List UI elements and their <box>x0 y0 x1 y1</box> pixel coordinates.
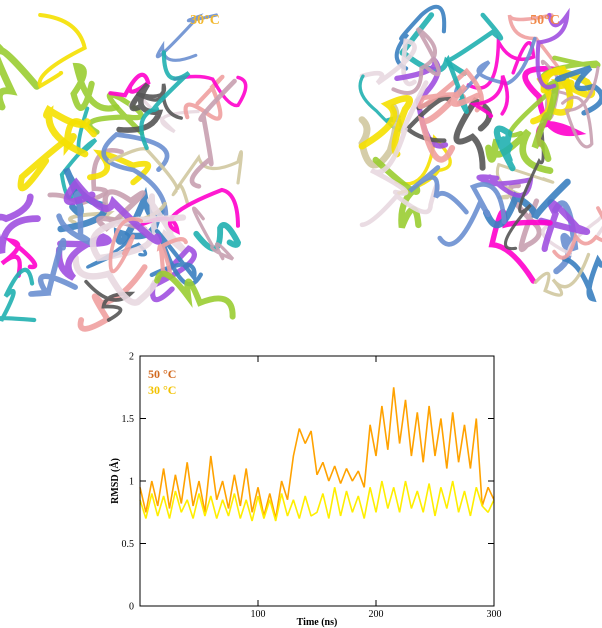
ribbon <box>466 34 536 90</box>
ribbon <box>86 92 145 136</box>
legend-entry: 50 °C <box>148 367 176 381</box>
x-tick-label: 200 <box>369 609 384 620</box>
panel-label: 50°C <box>530 13 560 28</box>
ribbon <box>0 237 38 278</box>
y-axis-label: RMSD (Å) <box>109 458 121 504</box>
ribbon <box>358 95 413 158</box>
x-tick-label: 100 <box>251 609 266 620</box>
y-tick-label: 1 <box>129 477 134 488</box>
series-line <box>139 480 495 522</box>
ribbon <box>408 165 469 215</box>
y-tick-label: 0 <box>129 602 134 613</box>
ribbon <box>358 103 400 169</box>
ribbon <box>86 232 148 269</box>
x-tick-label: 300 <box>487 609 502 620</box>
ribbon <box>504 128 545 251</box>
ribbon <box>28 238 78 297</box>
ribbon <box>70 62 120 112</box>
ribbon <box>96 189 148 232</box>
ribbon <box>155 13 218 62</box>
ribbon <box>507 13 561 71</box>
ribbon <box>369 80 429 196</box>
ribbon <box>561 66 600 149</box>
ribbon <box>445 12 504 114</box>
ribbon <box>72 254 159 306</box>
ribbon <box>552 206 602 260</box>
legend-entry: 30 °C <box>148 383 176 397</box>
ribbon <box>437 182 507 247</box>
ribbon <box>391 26 441 95</box>
ribbon <box>108 72 151 98</box>
ribbon <box>55 233 112 281</box>
ribbon <box>394 4 447 71</box>
ribbon <box>189 78 237 189</box>
ribbon <box>101 132 170 217</box>
ribbon <box>43 105 91 158</box>
ribbon <box>0 267 37 323</box>
ribbon <box>468 75 510 119</box>
ribbon <box>394 134 452 195</box>
y-tick-label: 0.5 <box>122 539 135 550</box>
ribbon <box>531 80 559 162</box>
ribbon <box>63 177 162 245</box>
ribbon <box>87 149 152 186</box>
ribbon <box>108 217 144 274</box>
ribbon <box>116 82 164 133</box>
ribbon <box>107 147 190 205</box>
ribbon <box>183 74 225 121</box>
ribbon <box>171 150 243 197</box>
y-tick-label: 2 <box>129 352 134 363</box>
ribbon <box>417 83 481 163</box>
protein-structures <box>0 4 602 332</box>
x-axis-label: Time (ns) <box>297 617 338 628</box>
ribbon <box>135 83 183 120</box>
ribbon <box>537 199 591 253</box>
ribbon <box>493 125 516 172</box>
ribbon <box>173 74 248 108</box>
ribbon <box>139 50 191 151</box>
series-line <box>139 387 495 519</box>
ribbon <box>191 206 235 261</box>
rmsd-chart: 0 0.5 1 1.5 2 100 200 300 Time (ns) RMSD (Å) 50 °C… <box>109 352 502 628</box>
ribbon <box>0 43 41 111</box>
ribbon <box>533 252 591 297</box>
y-tick-label: 1.5 <box>122 414 135 425</box>
plot-frame <box>139 355 495 607</box>
panel-label: 30°C <box>190 13 220 28</box>
ribbon <box>37 13 87 89</box>
ribbon <box>154 270 236 320</box>
ribbon <box>535 7 570 90</box>
ribbon <box>84 279 136 322</box>
ribbon <box>0 193 41 254</box>
ribbon <box>476 174 534 198</box>
